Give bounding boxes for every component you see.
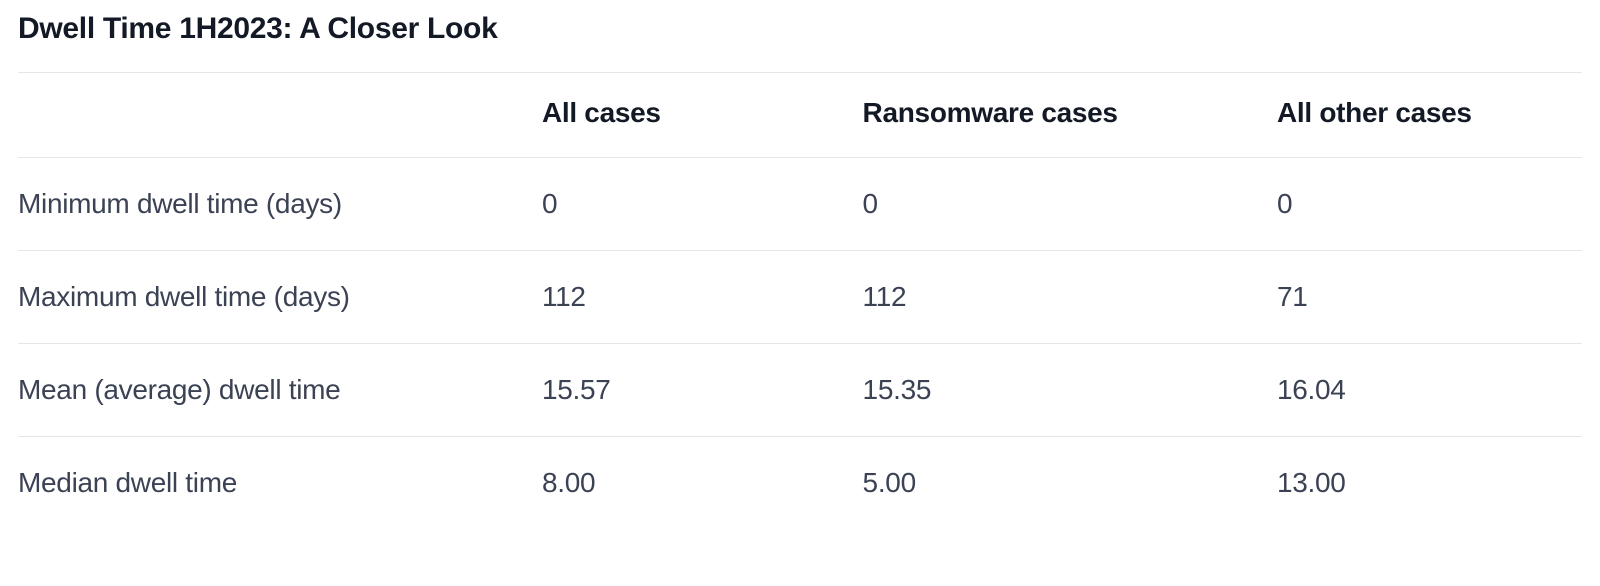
cell-all: 112	[542, 251, 863, 344]
table-row: Mean (average) dwell time 15.57 15.35 16…	[18, 344, 1582, 437]
cell-ransomware: 0	[863, 158, 1277, 251]
page-container: Dwell Time 1H2023: A Closer Look All cas…	[0, 0, 1600, 529]
cell-ransomware: 112	[863, 251, 1277, 344]
cell-other: 71	[1277, 251, 1582, 344]
cell-other: 16.04	[1277, 344, 1582, 437]
page-title: Dwell Time 1H2023: A Closer Look	[18, 12, 1582, 46]
metric-label: Maximum dwell time (days)	[18, 251, 542, 344]
col-header-metric	[18, 73, 542, 158]
col-header-other-cases: All other cases	[1277, 73, 1582, 158]
cell-all: 0	[542, 158, 863, 251]
dwell-time-table: All cases Ransomware cases All other cas…	[18, 72, 1582, 529]
cell-other: 0	[1277, 158, 1582, 251]
cell-all: 15.57	[542, 344, 863, 437]
cell-other: 13.00	[1277, 437, 1582, 530]
cell-ransomware: 5.00	[863, 437, 1277, 530]
table-header-row: All cases Ransomware cases All other cas…	[18, 73, 1582, 158]
col-header-ransomware-cases: Ransomware cases	[863, 73, 1277, 158]
table-row: Maximum dwell time (days) 112 112 71	[18, 251, 1582, 344]
table-row: Minimum dwell time (days) 0 0 0	[18, 158, 1582, 251]
metric-label: Mean (average) dwell time	[18, 344, 542, 437]
col-header-all-cases: All cases	[542, 73, 863, 158]
table-row: Median dwell time 8.00 5.00 13.00	[18, 437, 1582, 530]
cell-all: 8.00	[542, 437, 863, 530]
metric-label: Median dwell time	[18, 437, 542, 530]
metric-label: Minimum dwell time (days)	[18, 158, 542, 251]
cell-ransomware: 15.35	[863, 344, 1277, 437]
